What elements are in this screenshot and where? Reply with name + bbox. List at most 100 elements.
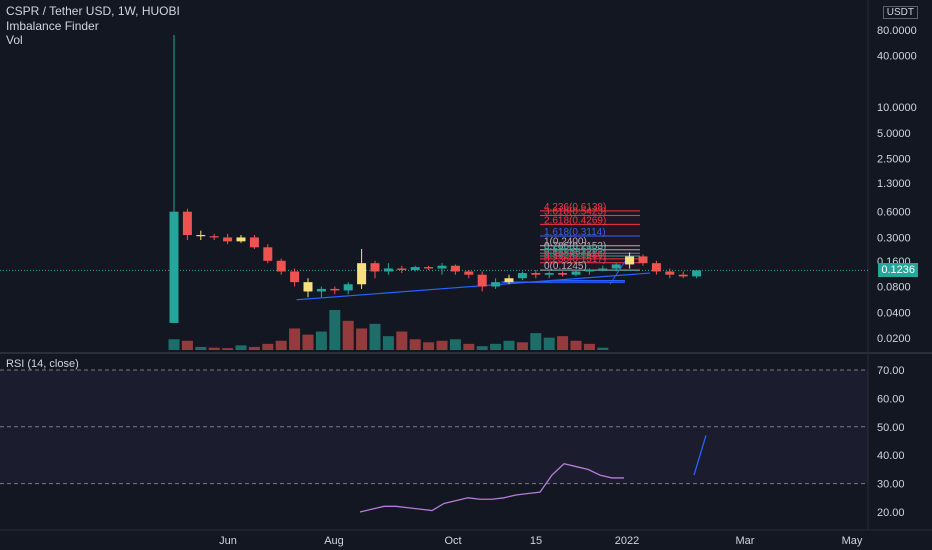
candle-body: [651, 263, 661, 272]
candle-body: [263, 247, 273, 261]
candle-body: [625, 256, 635, 265]
volume-bar: [302, 334, 314, 350]
rsi-tick-label: 60.00: [877, 393, 905, 405]
rsi-line: [359, 463, 624, 513]
candle-body: [330, 288, 340, 291]
time-tick-label: 2022: [615, 535, 639, 547]
symbol-title[interactable]: CSPR / Tether USD, 1W, HUOBI: [6, 4, 180, 18]
rsi-trendline[interactable]: [693, 435, 707, 476]
fib-level-label: 1.618(0.3114): [544, 227, 606, 238]
currency-label[interactable]: USDT: [882, 6, 918, 19]
candle-body: [437, 265, 447, 269]
fib-level-label: 0.382(0.1686): [544, 250, 606, 261]
price-tick-label: 0.3000: [877, 232, 911, 244]
fib-level-label: 2.618(0.4269): [544, 215, 606, 226]
rsi-tick-label: 20.00: [877, 507, 905, 519]
candle-body: [665, 271, 675, 275]
volume-bar: [382, 336, 394, 350]
time-tick-label: Mar: [736, 535, 755, 547]
candle-body: [397, 268, 407, 270]
price-tick-label: 80.0000: [877, 25, 917, 37]
rsi-tick-label: 30.00: [877, 479, 905, 491]
fib-level-label: 0.618(0.1959): [544, 244, 606, 255]
rsi-label[interactable]: RSI (14, close): [6, 358, 79, 370]
price-tick-label: 10.0000: [877, 102, 917, 114]
candle-body: [584, 269, 594, 272]
fib-level-label: 1(0.2400): [544, 237, 587, 248]
volume-bar: [369, 323, 381, 350]
time-tick-label: Oct: [444, 535, 461, 547]
volume-bar: [208, 347, 220, 350]
candle-body: [598, 268, 608, 270]
candle-body: [236, 237, 246, 242]
candle-body: [678, 274, 688, 277]
volume-bar: [516, 342, 528, 350]
rsi-tick-label: 50.00: [877, 422, 905, 434]
volume-bar: [396, 331, 408, 350]
candle-body: [692, 270, 702, 277]
volume-bar: [409, 339, 421, 350]
price-tick-label: 0.0800: [877, 282, 911, 294]
time-tick-label: Jun: [219, 535, 237, 547]
candle-body: [571, 271, 581, 275]
volume-bar: [222, 348, 234, 350]
volume-bar: [490, 343, 502, 350]
candle-body: [357, 263, 367, 285]
volume-bar: [275, 340, 287, 350]
volume-bar: [530, 333, 542, 350]
volume-bar: [543, 337, 555, 350]
volume-bar: [289, 328, 301, 350]
price-axis[interactable]: 80.0000 40.0000 10.0000 5.0000 2.5000 1.3000 0…: [877, 25, 917, 345]
volume-bar: [342, 320, 354, 350]
candle-body: [276, 260, 286, 272]
candle-body: [196, 235, 206, 237]
candle-body: [343, 284, 353, 291]
candle-body: [477, 274, 487, 287]
trend-lines[interactable]: [0, 254, 868, 301]
candle-body: [544, 273, 554, 275]
rsi-tick-label: 40.00: [877, 450, 905, 462]
rsi-pane: 70.00 60.00 50.00 40.00 30.00 20.00: [0, 365, 905, 519]
indicator-imbalance-finder[interactable]: Imbalance Finder: [6, 19, 99, 33]
fib-level-label: 3.618(0.5423): [544, 206, 606, 217]
price-tick-label: 40.0000: [877, 51, 917, 63]
volume-bar: [315, 331, 327, 350]
candle-body: [611, 264, 621, 269]
candle-body: [303, 282, 313, 292]
volume-bar: [463, 343, 475, 350]
candle-body: [504, 278, 514, 283]
time-axis[interactable]: Jun Aug Oct 15 2022 Mar May: [219, 535, 863, 547]
volume-bars: [168, 310, 609, 350]
indicator-volume[interactable]: Vol: [6, 33, 23, 47]
price-tick-label: 1.3000: [877, 178, 911, 190]
price-tick-label: 5.0000: [877, 128, 911, 140]
price-tick-label: 0.6000: [877, 207, 911, 219]
volume-bar: [262, 343, 274, 350]
candle-body: [424, 267, 434, 269]
candle-body: [450, 265, 460, 272]
candle-body: [638, 256, 648, 264]
volume-bar: [557, 336, 569, 350]
candle-body: [223, 237, 233, 242]
candle-body: [558, 273, 568, 275]
volume-bar: [570, 340, 582, 350]
fib-level-label: 0.786(0.2153): [544, 241, 606, 252]
volume-bar: [356, 328, 368, 350]
rsi-tick-label: 70.00: [877, 365, 905, 377]
candle-body: [410, 267, 420, 270]
time-tick-label: May: [842, 535, 863, 547]
volume-bar: [476, 346, 488, 350]
trendline[interactable]: [296, 272, 651, 301]
volume-bar: [329, 310, 341, 350]
volume-bar: [583, 343, 595, 350]
candle-body: [370, 263, 380, 272]
volume-bar: [449, 339, 461, 350]
grid: [0, 0, 932, 531]
fib-extension[interactable]: 4.236(0.6138)3.618(0.5423)2.618(0.4269)1…: [540, 202, 640, 272]
price-tick-label: 0.0400: [877, 307, 911, 319]
candle-body: [531, 273, 541, 275]
candles: [169, 34, 702, 323]
price-tick-label: 2.5000: [877, 154, 911, 166]
fib-zone: [540, 210, 640, 271]
